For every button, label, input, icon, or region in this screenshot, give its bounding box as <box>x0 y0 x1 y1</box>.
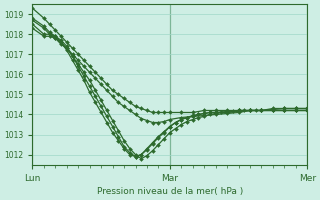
X-axis label: Pression niveau de la mer( hPa ): Pression niveau de la mer( hPa ) <box>97 187 243 196</box>
